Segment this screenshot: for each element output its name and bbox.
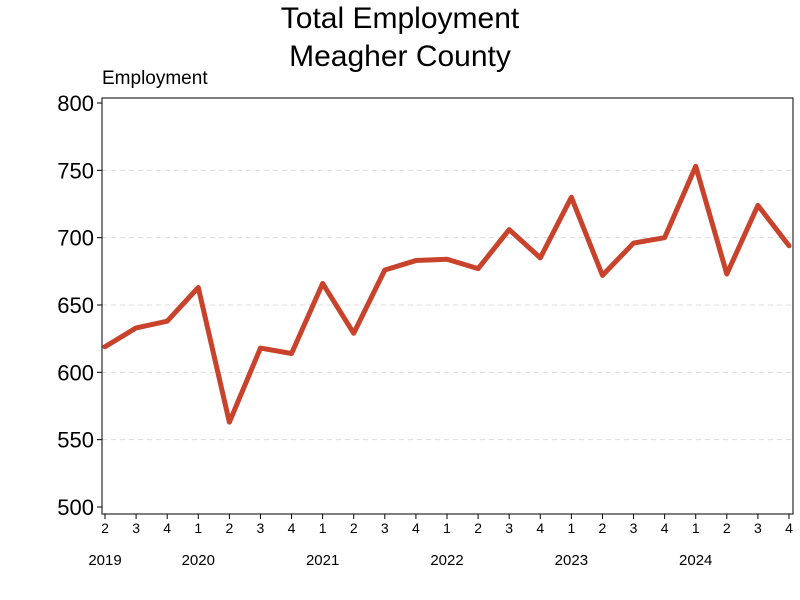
year-label: 2023 [555,552,588,569]
chart-title-line-2: Meagher County [289,40,511,73]
y-tick-label: 750 [57,158,94,183]
x-tick-label: 4 [661,520,669,536]
chart-title-line-1: Total Employment [280,2,520,35]
x-tick-label: 2 [474,520,482,536]
year-label: 2024 [679,552,712,569]
x-tick-label: 4 [412,520,420,536]
plot-frame [101,97,794,515]
x-tick-label: 4 [288,520,296,536]
x-tick-label: 2 [723,520,731,536]
x-tick-label: 1 [194,520,202,536]
y-tick-label: 800 [57,91,94,116]
x-tick-label: 3 [132,520,140,536]
x-tick-label: 2 [350,520,358,536]
y-tick-label: 700 [57,226,94,251]
x-tick-label: 2 [225,520,233,536]
x-tick-label: 1 [567,520,575,536]
x-tick-label: 3 [381,520,389,536]
y-tick-label: 600 [57,360,94,385]
x-tick-label: 2 [599,520,607,536]
year-label: 2021 [306,552,339,569]
x-tick-label: 4 [785,520,793,536]
y-axis-label: Employment [102,68,208,89]
series-line [102,163,792,425]
x-tick-label: 3 [754,520,762,536]
year-label: 2020 [182,552,215,569]
x-tick-label: 4 [536,520,544,536]
x-tick-label: 1 [692,520,700,536]
y-tick-label: 650 [57,293,94,318]
x-tick-label: 1 [443,520,451,536]
year-label: 2022 [430,552,463,569]
x-tick-label: 3 [630,520,638,536]
x-tick-label: 4 [163,520,171,536]
x-tick-label: 3 [257,520,265,536]
x-tick-label: 2 [101,520,109,536]
y-tick-label: 500 [57,495,94,520]
year-label: 2019 [88,552,121,569]
x-tick-label: 1 [319,520,327,536]
x-tick-label: 3 [505,520,513,536]
y-tick-label: 550 [57,428,94,453]
